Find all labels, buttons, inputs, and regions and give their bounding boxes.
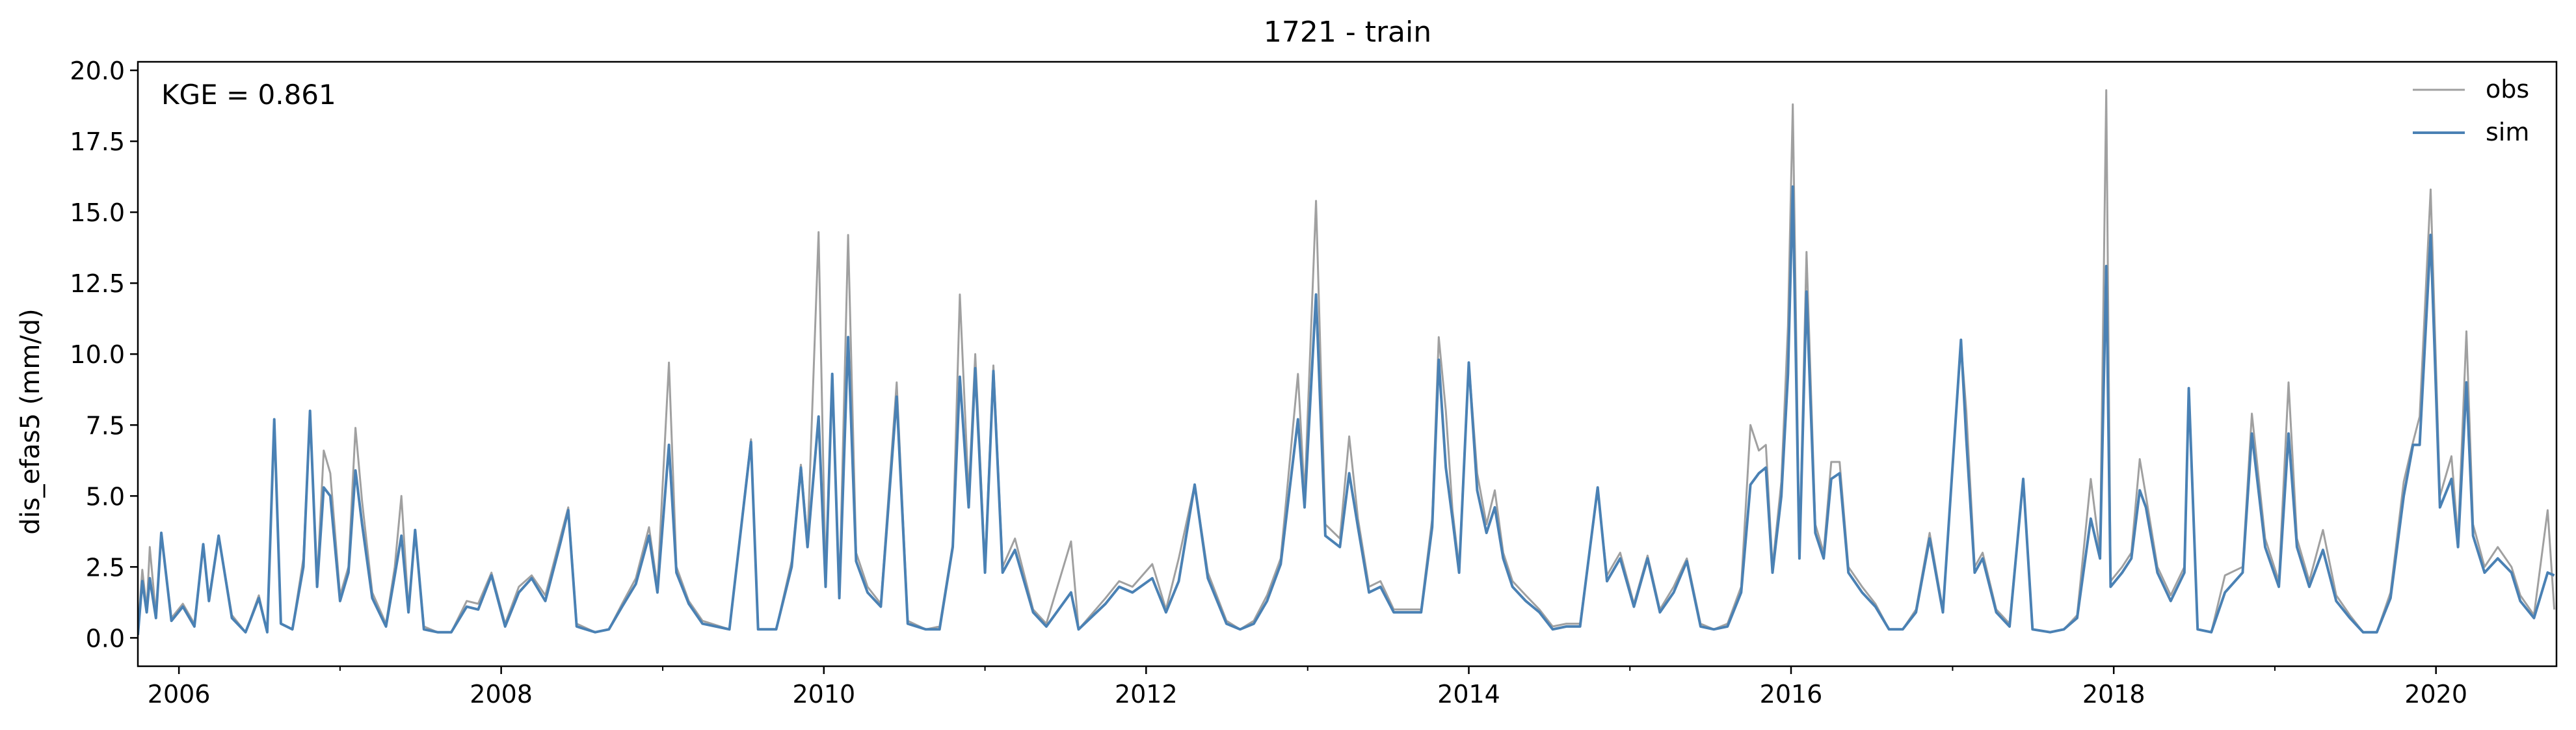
- series-layer: [138, 89, 2556, 636]
- series-line-obs: [138, 89, 2556, 634]
- y-tick-label: 17.5: [70, 128, 125, 156]
- chart-legend: obs sim: [2413, 75, 2529, 146]
- y-tick-label: 5.0: [86, 482, 125, 511]
- axes-layer: 0.0 2.5 5.0 7.5 10.0 12.5 15.0 17.5 20.0 2006 2008…: [70, 57, 2558, 709]
- x-tick-label: 2016: [1760, 680, 1823, 709]
- x-tick-label: 2010: [792, 680, 855, 709]
- axes-frame: [137, 61, 2558, 668]
- x-tick-label: 2018: [2082, 680, 2145, 709]
- x-tick-label: 2020: [2404, 680, 2467, 709]
- y-tick-label: 12.5: [70, 269, 125, 298]
- x-tick-label: 2008: [470, 680, 533, 709]
- y-tick-label: 2.5: [86, 553, 125, 582]
- y-tick-label: 10.0: [70, 340, 125, 369]
- y-axis-label: dis_efas5 (mm/d): [16, 308, 46, 535]
- x-tick-label: 2006: [148, 680, 211, 709]
- x-tick-label: 2014: [1437, 680, 1500, 709]
- y-tick-label: 7.5: [86, 411, 125, 440]
- x-tick-label: 2012: [1115, 680, 1178, 709]
- kge-annotation: KGE = 0.861: [161, 79, 336, 111]
- y-tick-label: 0.0: [86, 624, 125, 653]
- legend-label-obs: obs: [2486, 75, 2529, 103]
- y-tick-label: 20.0: [70, 57, 125, 85]
- y-tick-label: 15.0: [70, 198, 125, 227]
- legend-label-sim: sim: [2486, 118, 2529, 146]
- chart-title: 1721 - train: [1264, 16, 1431, 49]
- series-line-sim: [138, 185, 2555, 636]
